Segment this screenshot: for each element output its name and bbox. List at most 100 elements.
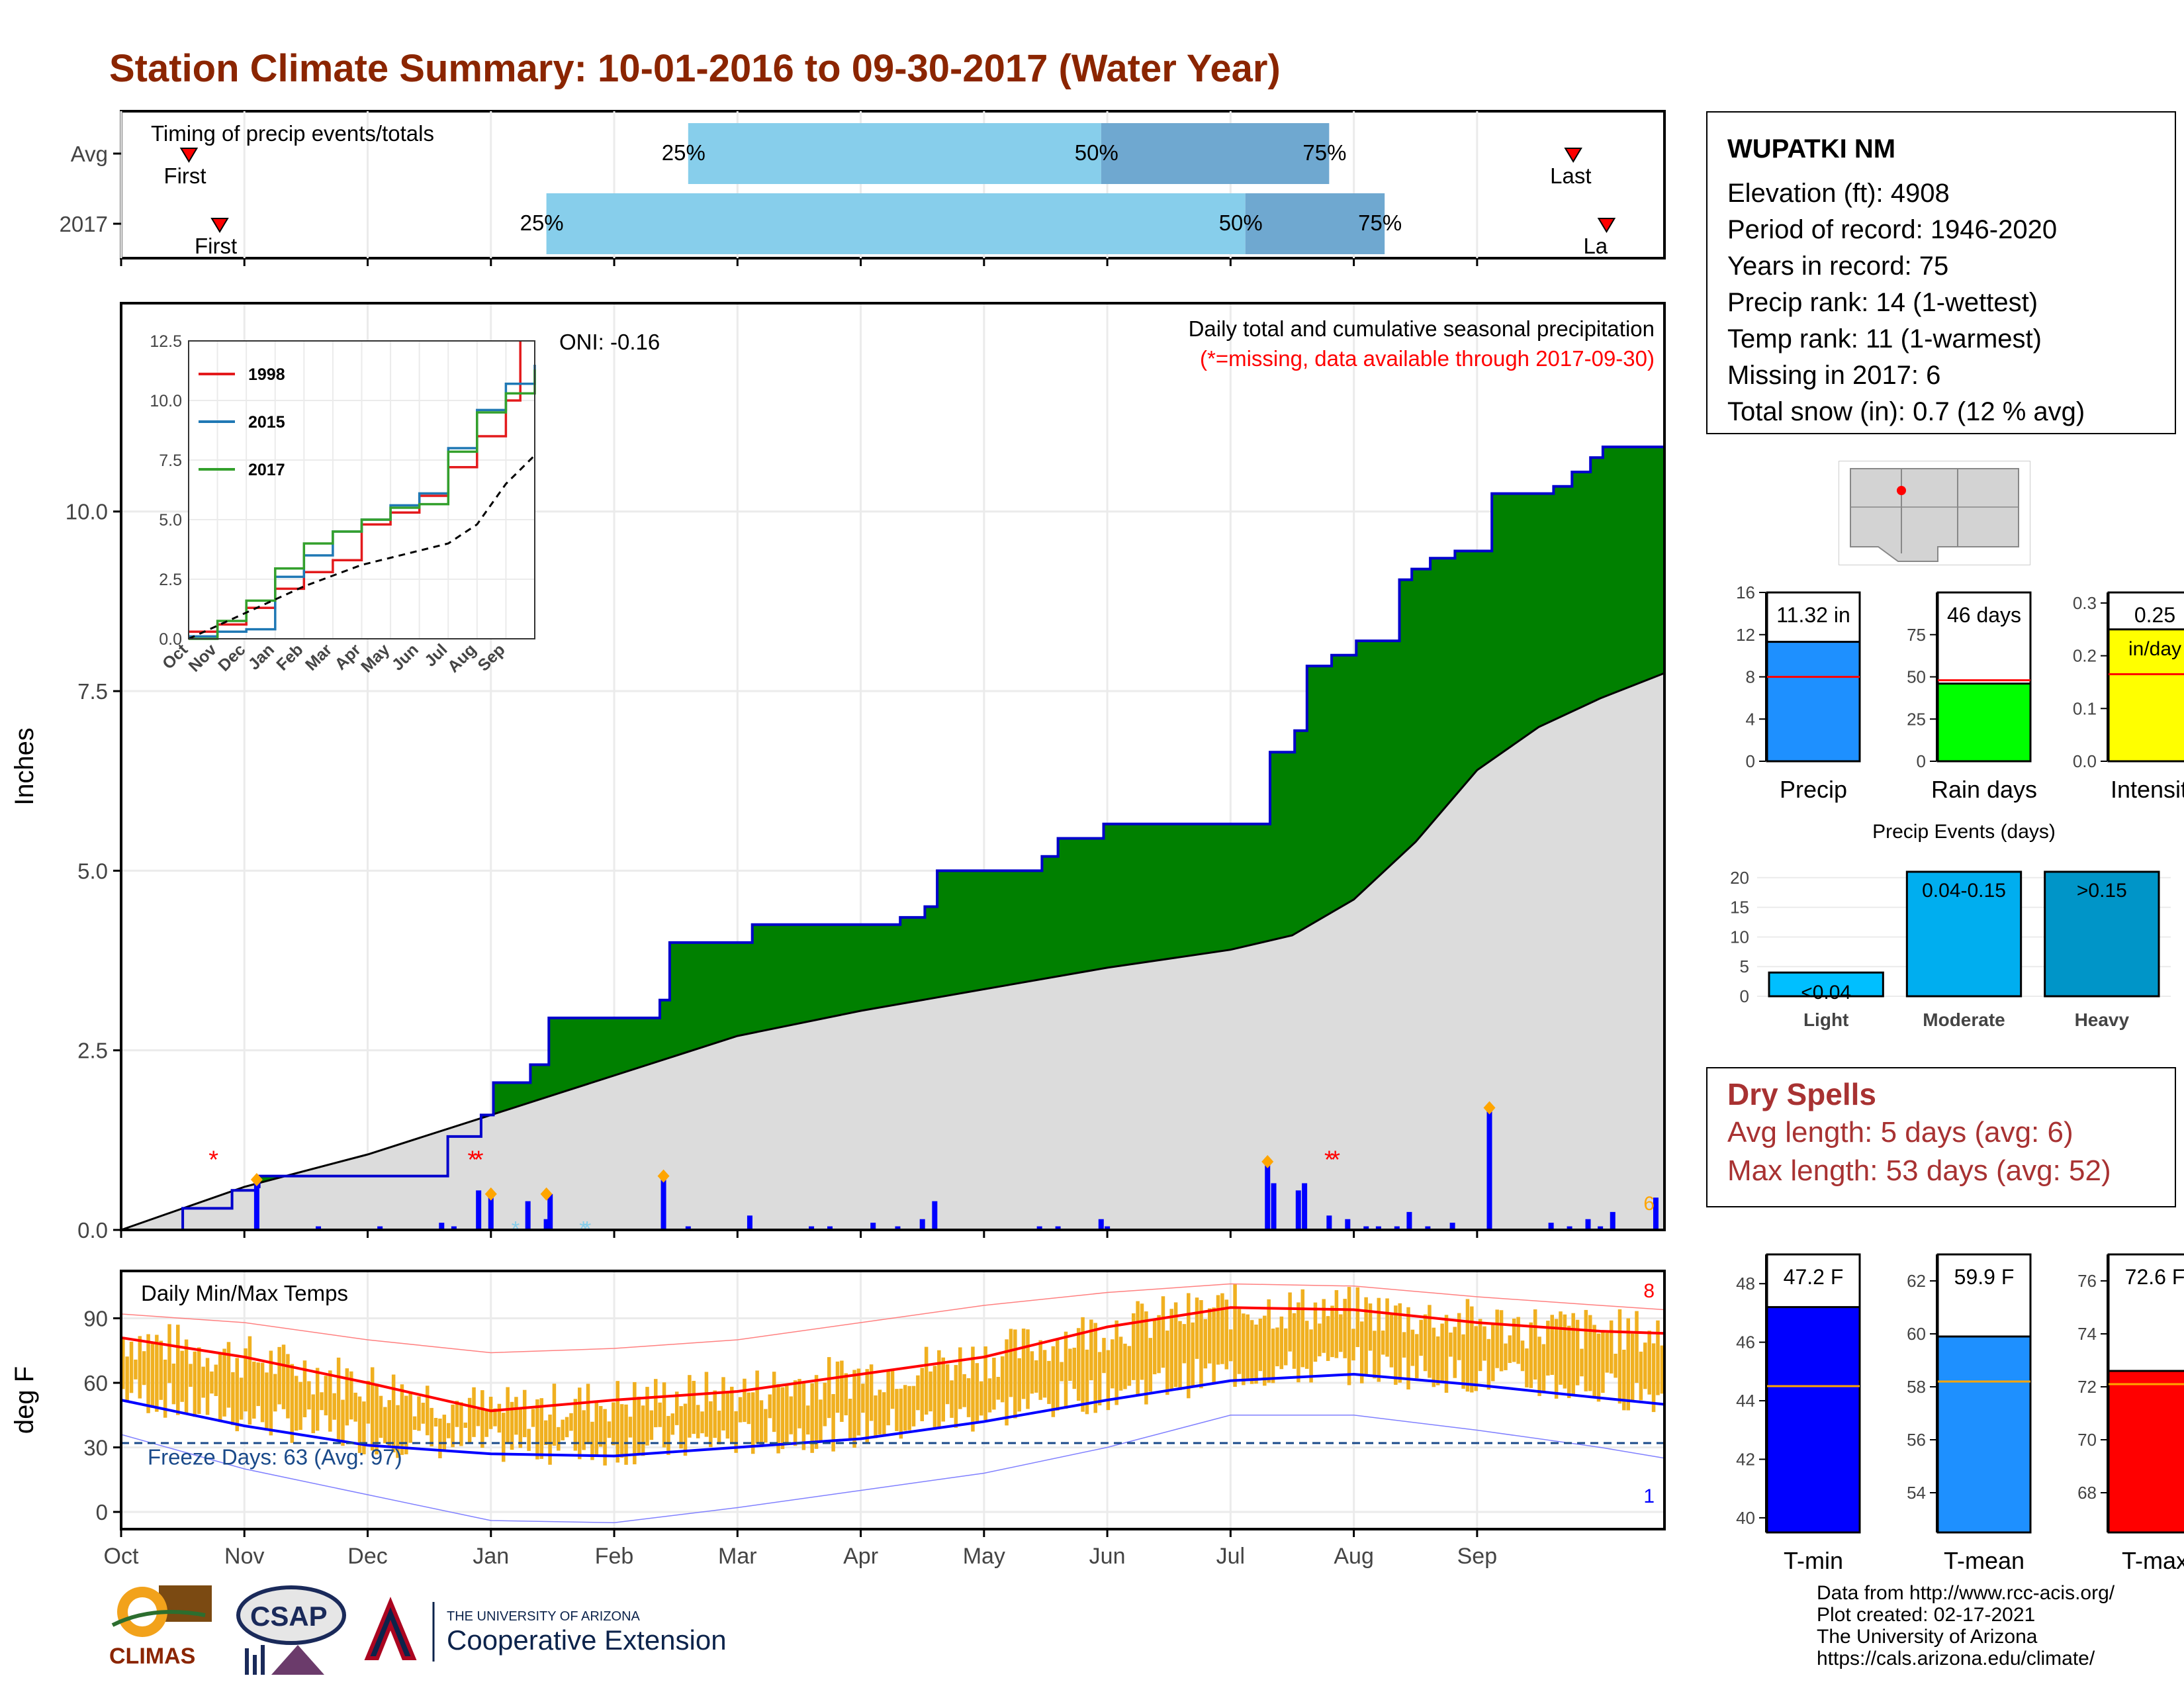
last-event-label: La [1583, 234, 1608, 258]
precip-departure-area [719, 942, 722, 1042]
precip-departure-area [1249, 823, 1252, 945]
precip-departure-area [1053, 856, 1056, 977]
timing-pct-75: 75% [1302, 140, 1346, 165]
precip-departure-area [1179, 823, 1182, 957]
precip-departure-area [1440, 558, 1443, 812]
inset-y-tick-label: 10.0 [150, 392, 182, 410]
daily-temp-range [1482, 1326, 1486, 1361]
daily-precip-bar [685, 1226, 691, 1230]
precip-departure-area [1336, 655, 1338, 910]
y-tick-label: 20 [1730, 868, 1749, 888]
daily-temp-range [1169, 1309, 1173, 1390]
precip-departure-area [684, 942, 687, 1053]
daily-temp-range [1635, 1311, 1639, 1383]
daily-temp-range [171, 1363, 176, 1405]
precip-departure-area [653, 1017, 656, 1063]
precip-departure-area [715, 942, 717, 1043]
precip-departure-area [569, 1017, 572, 1090]
daily-temp-range [1076, 1328, 1081, 1401]
precip-departure-area [1068, 838, 1070, 975]
daily-precip-bar [476, 1190, 482, 1230]
y-tick-label: 4 [1746, 709, 1755, 729]
precip-departure-area [1394, 641, 1398, 861]
precip-departure-area [551, 1017, 554, 1096]
y-tick-label: 56 [1907, 1430, 1926, 1450]
daily-temp-range [586, 1383, 590, 1444]
precip-departure-area [832, 924, 835, 1017]
daily-precip-bar [1098, 1219, 1104, 1230]
precip-departure-area [1272, 752, 1275, 940]
daily-temp-range [1157, 1315, 1161, 1374]
precip-departure-area [518, 1082, 520, 1106]
precip-departure-area [1375, 641, 1377, 880]
daily-precip-bar [1302, 1183, 1308, 1230]
precip-departure-area [1050, 856, 1052, 978]
daily-temp-range [1026, 1329, 1030, 1409]
dry-spells-box: Dry Spells Avg length: 5 days (avg: 6) M… [1706, 1067, 2176, 1207]
precip-departure-area [1253, 823, 1256, 945]
summary-bar-value: 11.32 in [1776, 603, 1850, 627]
precip-departure-area [1518, 493, 1521, 741]
precip-departure-area [1130, 823, 1133, 964]
precip-departure-area [772, 924, 776, 1029]
precip-departure-area [1064, 838, 1067, 976]
precip-departure-area [1448, 558, 1451, 803]
daily-temp-range [1343, 1299, 1347, 1358]
precip-departure-area [1401, 579, 1404, 855]
daily-precip-bar [1036, 1226, 1042, 1230]
daily-temp-range [958, 1347, 962, 1409]
precip-departure-area [805, 924, 808, 1022]
daily-temp-range [1161, 1296, 1165, 1368]
daily-temp-range [121, 1338, 125, 1389]
daily-temp-range [201, 1366, 205, 1398]
precip-departure-area [899, 924, 901, 1004]
daily-temp-range [218, 1354, 222, 1423]
precip-departure-area [522, 1082, 525, 1105]
last-event-marker [1564, 148, 1582, 163]
precip-departure-area [661, 1000, 664, 1060]
precip-departure-area [974, 870, 977, 991]
precip-departure-area [918, 917, 921, 1001]
daily-temp-range [1423, 1314, 1428, 1372]
precip-departure-area [1295, 730, 1297, 933]
daily-precip-bar [488, 1194, 494, 1230]
precip-departure-area [970, 870, 973, 992]
daily-temp-range [772, 1372, 776, 1432]
y-tick-label: 0.0 [77, 1218, 108, 1243]
temp-bar-label: T-max [2122, 1547, 2184, 1574]
x-tick-label: Jul [1216, 1544, 1245, 1569]
daily-temp-range [146, 1334, 150, 1413]
daily-temp-range [518, 1408, 523, 1448]
record-daily-marker [250, 1173, 263, 1187]
precip-departure-area [499, 1082, 502, 1112]
y-tick-label: 0 [1917, 751, 1926, 771]
daily-temp-range [941, 1357, 945, 1422]
record-daily-marker [657, 1169, 670, 1183]
precip-departure-area [1500, 493, 1503, 754]
daily-temp-range [874, 1395, 878, 1438]
daily-temp-range [404, 1395, 408, 1454]
daily-temp-range [933, 1366, 937, 1430]
precip-departure-area [602, 1017, 605, 1080]
precip-departure-area [717, 942, 719, 1043]
precip-departure-area [1522, 493, 1525, 738]
daily-temp-range [1297, 1302, 1300, 1383]
y-tick-label: 60 [83, 1371, 108, 1395]
daily-temp-range [442, 1415, 447, 1450]
precip-departure-area [1609, 447, 1612, 695]
daily-temp-range [1250, 1320, 1254, 1384]
daily-temp-range [776, 1383, 780, 1454]
precip-departure-area [1298, 730, 1301, 931]
daily-precip-bar [1271, 1183, 1277, 1230]
precip-departure-area [1132, 823, 1135, 964]
first-event-label: First [163, 164, 206, 188]
y-tick-label: 0.1 [2073, 698, 2097, 718]
precip-departure-area [1290, 752, 1293, 936]
precip-departure-area [514, 1082, 516, 1107]
daily-temp-range [996, 1376, 1001, 1400]
precip-departure-area [1191, 823, 1195, 956]
precip-departure-area [1584, 472, 1587, 706]
precip-departure-area [836, 924, 839, 1016]
precip-departure-area [723, 942, 726, 1041]
precip-departure-area [1477, 551, 1480, 770]
